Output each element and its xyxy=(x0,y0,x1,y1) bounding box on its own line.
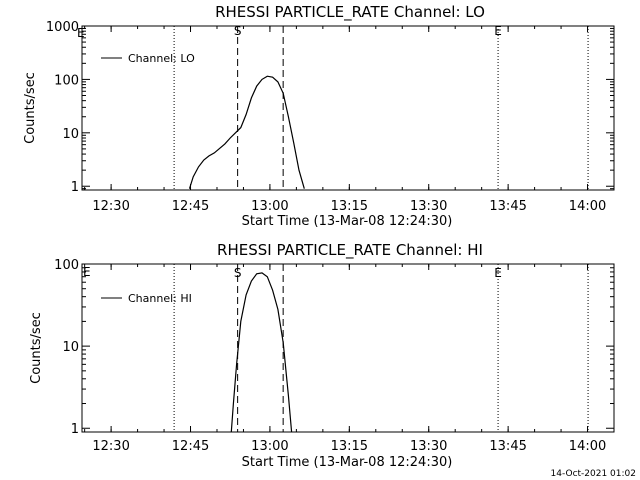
hi-x-axis-title: Start Time (13-Mar-08 12:24:30) xyxy=(242,455,453,470)
hi-x-tick-label: 13:45 xyxy=(489,439,526,454)
hi-x-tick-label: 12:30 xyxy=(92,439,129,454)
lo-x-tick-label: 12:30 xyxy=(92,199,129,214)
hi-plot-frame xyxy=(81,263,615,433)
hi-marker-e: E xyxy=(494,266,502,280)
hi-x-tick-label: 13:30 xyxy=(410,439,447,454)
hi-y-tick-label: 10 xyxy=(62,340,79,355)
hi-series-line xyxy=(230,272,293,432)
lo-y-tick-label: 10 xyxy=(62,127,79,142)
footer-timestamp: 14-Oct-2021 01:02 xyxy=(551,469,636,479)
hi-y-tick-label: 100 xyxy=(54,258,79,273)
lo-y-tick-labels: 1 10 100 1000 xyxy=(46,20,614,195)
lo-x-tick-label: 13:45 xyxy=(489,199,526,214)
lo-x-tick-labels: 12:30 12:45 13:00 13:15 13:30 13:45 14:00 xyxy=(84,26,615,214)
lo-x-tick-label: 13:30 xyxy=(410,199,447,214)
lo-legend-label: Channel: LO xyxy=(128,52,195,65)
hi-y-axis-title: Counts/sec xyxy=(29,312,44,384)
lo-series-line xyxy=(188,75,305,189)
lo-y-tick-label: 100 xyxy=(54,73,79,88)
lo-series xyxy=(188,75,305,189)
lo-x-tick-label: 13:00 xyxy=(251,199,288,214)
hi-chart-title: RHESSI PARTICLE_RATE Channel: HI xyxy=(217,241,483,260)
lo-marker-e: E xyxy=(494,24,502,38)
hi-x-tick-labels: 12:30 12:45 13:00 13:15 13:30 13:45 14:00 xyxy=(84,264,615,454)
lo-plot-frame xyxy=(81,25,615,191)
lo-channel-panel: RHESSI PARTICLE_RATE Channel: LO 12:30 12… xyxy=(23,3,615,229)
lo-y-tick-label: 1000 xyxy=(46,20,79,35)
hi-x-tick-label: 14:00 xyxy=(569,439,606,454)
hi-legend: Channel: HI xyxy=(101,292,192,305)
hi-x-tick-label: 12:45 xyxy=(172,439,209,454)
lo-marker-s: S xyxy=(234,24,242,38)
hi-x-tick-label: 13:15 xyxy=(331,439,368,454)
hi-corner-mark: E xyxy=(83,265,91,279)
hi-x-tick-label: 13:00 xyxy=(251,439,288,454)
hi-legend-label: Channel: HI xyxy=(128,292,192,305)
hi-channel-panel: RHESSI PARTICLE_RATE Channel: HI 12:30 12… xyxy=(29,241,615,470)
lo-chart-title: RHESSI PARTICLE_RATE Channel: LO xyxy=(215,3,485,22)
lo-x-axis-title: Start Time (13-Mar-08 12:24:30) xyxy=(242,214,453,229)
lo-x-tick-label: 12:45 xyxy=(172,199,209,214)
lo-corner-mark: E xyxy=(77,26,85,40)
lo-y-axis-title: Counts/sec xyxy=(23,72,38,144)
hi-marker-s: S xyxy=(234,266,242,280)
lo-vertical-lines xyxy=(173,26,589,190)
hi-series xyxy=(230,272,293,432)
lo-y-tick-label: 1 xyxy=(71,180,79,195)
lo-x-tick-label: 14:00 xyxy=(569,199,606,214)
lo-x-tick-label: 13:15 xyxy=(331,199,368,214)
lo-legend: Channel: LO xyxy=(101,52,195,65)
hi-y-tick-label: 1 xyxy=(71,422,79,437)
